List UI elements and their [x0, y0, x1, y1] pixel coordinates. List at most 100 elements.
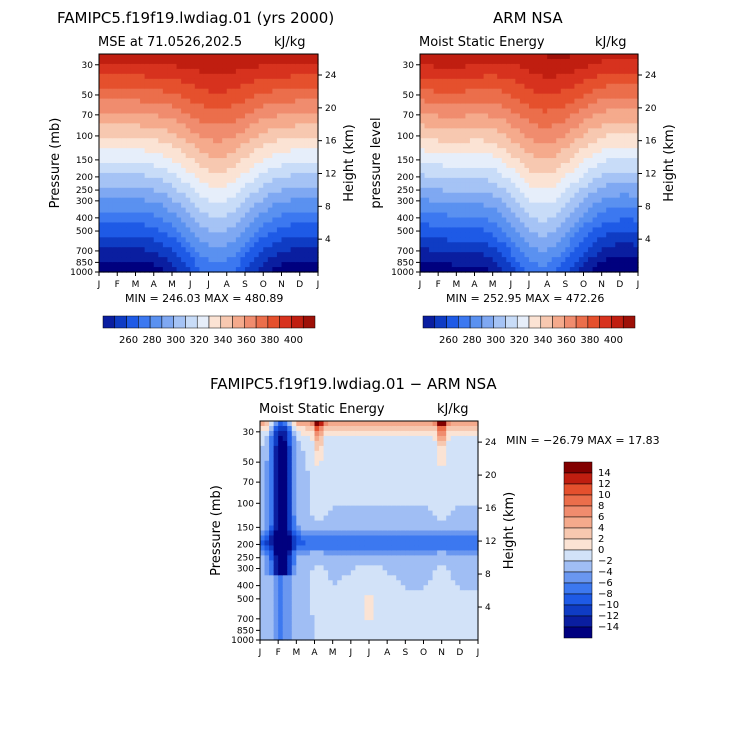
contour-cell: [217, 192, 223, 199]
contour-cell: [447, 222, 453, 228]
contour-cell: [633, 227, 639, 233]
contour-cell: [313, 192, 319, 199]
contour-cell: [121, 262, 127, 268]
contour-cell: [524, 58, 530, 65]
contour-cell: [258, 73, 264, 80]
contour-cell: [260, 580, 266, 586]
contour-cell: [144, 222, 150, 228]
contour-cell: [560, 172, 566, 179]
contour-cell: [309, 470, 316, 477]
contour-cell: [533, 192, 539, 199]
contour-cell: [610, 257, 616, 263]
contour-cell: [474, 103, 480, 110]
contour-cell: [533, 88, 539, 95]
contour-cell: [240, 78, 246, 85]
contour-cell: [420, 133, 426, 139]
contour-cell: [420, 63, 426, 70]
contour-cell: [483, 237, 489, 243]
contour-cell: [574, 163, 580, 169]
contour-cell: [479, 123, 485, 129]
contour-cell: [551, 187, 557, 194]
contour-cell: [282, 600, 288, 606]
contour-cell: [483, 138, 489, 144]
contour-cell: [574, 143, 580, 149]
contour-cell: [547, 167, 553, 174]
contour-cell: [264, 565, 270, 571]
contour-cell: [583, 222, 589, 228]
contour-cell: [319, 525, 325, 532]
contour-cell: [488, 207, 494, 214]
contour-cell: [267, 177, 273, 184]
contour-cell: [569, 128, 576, 134]
contour-cell: [172, 163, 178, 169]
contour-cell: [240, 197, 246, 204]
contour-cell: [245, 192, 251, 199]
contour-cell: [424, 257, 430, 263]
contour-cell: [291, 530, 297, 537]
contour-cell: [286, 78, 292, 85]
contour-cell: [162, 78, 169, 85]
contour-cell: [542, 123, 548, 129]
contour-cell: [524, 128, 530, 134]
contour-cell: [606, 252, 612, 258]
contour-cell: [249, 217, 255, 224]
contour-cell: [144, 128, 150, 134]
contour-cell: [112, 227, 118, 233]
contour-cell: [547, 222, 553, 228]
contour-cell: [167, 123, 173, 129]
contour-cell: [260, 435, 266, 442]
contour-cell: [479, 58, 485, 65]
contour-cell: [290, 118, 296, 124]
panel3-subtitle: Moist Static Energy: [259, 402, 385, 417]
contour-cell: [447, 88, 453, 95]
contour-cell: [278, 570, 284, 576]
contour-cell: [300, 630, 307, 636]
contour-cell: [217, 148, 223, 154]
contour-cell: [588, 257, 594, 263]
contour-cell: [167, 172, 173, 179]
contour-cell: [560, 118, 566, 124]
contour-cell: [194, 232, 200, 238]
contour-cell: [126, 257, 132, 263]
contour-cell: [267, 113, 273, 119]
contour-cell: [305, 500, 311, 507]
contour-cell: [140, 212, 146, 219]
contour-cell: [560, 158, 566, 164]
contour-cell: [606, 54, 612, 60]
contour-cell: [153, 158, 159, 164]
contour-cell: [309, 540, 316, 547]
contour-cell: [235, 192, 242, 199]
contour-cell: [515, 267, 521, 273]
contour-cell: [172, 128, 178, 134]
contour-cell: [542, 108, 548, 115]
contour-cell: [269, 435, 275, 442]
y2-tick-label: 24: [645, 71, 657, 81]
contour-cell: [99, 58, 105, 65]
contour-cell: [529, 73, 535, 80]
contour-cell: [447, 172, 453, 179]
contour-cell: [121, 123, 127, 129]
contour-cell: [217, 158, 223, 164]
contour-cell: [263, 252, 269, 258]
contour-cell: [240, 182, 246, 189]
contour-cell: [190, 143, 196, 149]
contour-cell: [424, 227, 430, 233]
contour-cell: [213, 232, 219, 238]
contour-cell: [267, 103, 273, 110]
x-tick-label: A: [224, 280, 231, 290]
contour-cell: [290, 88, 296, 95]
contour-cell: [524, 83, 530, 90]
y2-axis-label: Height (km): [342, 124, 357, 201]
contour-cell: [529, 207, 535, 214]
contour-cell: [314, 625, 320, 631]
contour-cell: [287, 605, 293, 611]
contour-cell: [299, 197, 305, 204]
contour-cell: [309, 455, 316, 462]
contour-cell: [529, 78, 535, 85]
contour-cell: [240, 93, 246, 100]
contour-cell: [578, 252, 585, 258]
contour-cell: [501, 172, 507, 179]
contour-cell: [592, 187, 598, 194]
contour-cell: [190, 217, 196, 224]
contour-cell: [260, 560, 266, 566]
